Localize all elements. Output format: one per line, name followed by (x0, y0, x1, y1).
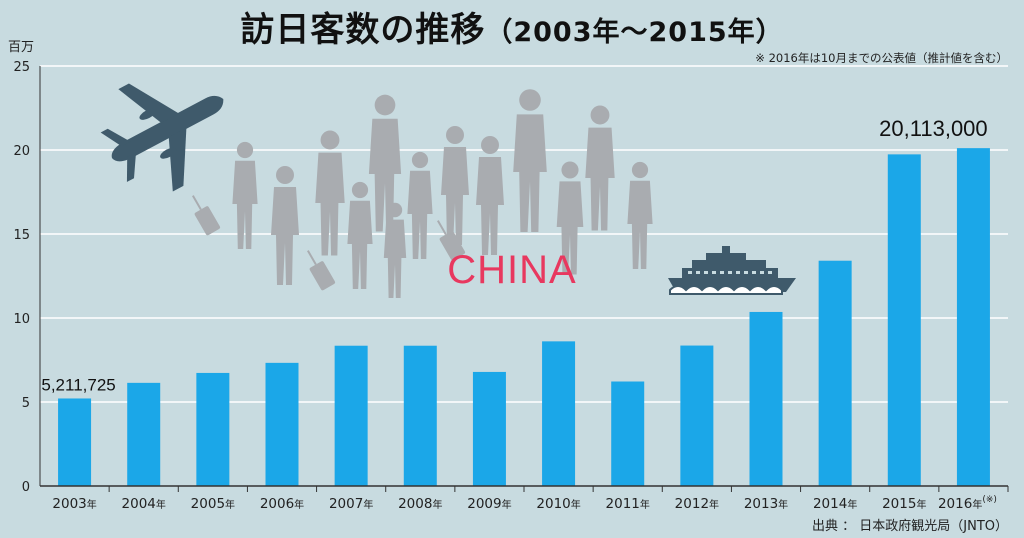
x-tick-label: 2007年 (329, 496, 373, 512)
footnote: ※ 2016年は10月までの公表値（推計値を含む） (755, 51, 1008, 65)
person-head (320, 130, 340, 150)
person-head (446, 126, 464, 144)
y-tick-label: 25 (13, 60, 30, 75)
person-silhouette (347, 181, 373, 289)
person-body (627, 180, 653, 269)
person-body (315, 152, 345, 256)
person-head (276, 166, 294, 184)
data-label: 20,113,000 (879, 116, 987, 141)
person-body (347, 200, 373, 289)
bar (334, 345, 368, 486)
y-axis-unit: 百万 (8, 40, 35, 55)
person-silhouette (585, 105, 615, 231)
suitcase-body (439, 231, 466, 261)
x-tick-label: 2004年 (122, 496, 166, 512)
bar (196, 372, 230, 486)
axes: 0 5 10 15 20 25 2003年 2004年 2005年 2006年 2007年 2008年… (13, 60, 1009, 512)
person-silhouette (556, 161, 584, 275)
chart-title-main: 訪日客数の推移 (240, 10, 486, 50)
x-tick-label: 2015年 (882, 496, 926, 512)
cruise-ship-icon (668, 246, 796, 295)
bar (127, 382, 161, 486)
person-body (271, 187, 299, 285)
person-head (481, 136, 499, 154)
bar (58, 398, 92, 486)
person-body (513, 114, 547, 232)
person-head (561, 161, 579, 179)
person-head (411, 151, 429, 169)
illustration: CHINA (100, 83, 796, 298)
x-tick-label: 2016年(※) (938, 495, 997, 512)
person-silhouette (232, 141, 258, 249)
bar (818, 260, 852, 486)
y-tick-label: 10 (13, 312, 30, 327)
person-body (476, 157, 504, 255)
y-tick-label: 20 (13, 144, 30, 159)
airplane-icon (100, 83, 224, 192)
people-silhouettes (192, 89, 653, 298)
bar (611, 381, 645, 486)
person-body (368, 118, 402, 232)
x-tick-label: 2010年 (536, 496, 580, 512)
bar (680, 345, 714, 486)
x-tick-label: 2009年 (467, 496, 511, 512)
person-head (351, 181, 369, 199)
person-body (556, 181, 584, 275)
bar (749, 311, 783, 486)
person-silhouette (368, 94, 402, 232)
person-body (407, 170, 433, 259)
data-label: 5,211,725 (41, 375, 115, 394)
person-body (232, 160, 258, 249)
suitcase-handle (192, 195, 202, 210)
y-tick-label: 5 (22, 396, 30, 411)
y-tick-label: 15 (13, 228, 30, 243)
suitcase-icon (437, 220, 466, 261)
person-silhouette (315, 130, 345, 256)
person-head (519, 89, 541, 111)
suitcase-body (194, 206, 221, 236)
bar (542, 341, 576, 486)
person-body (441, 147, 469, 245)
x-tick-label: 2003年 (52, 496, 96, 512)
person-body (383, 219, 407, 298)
source-credit: 出典 ： 日本政府観光局（JNTO） (812, 519, 1008, 534)
x-tick-label: 2011年 (606, 496, 650, 512)
china-label: CHINA (447, 248, 576, 292)
x-tick-label: 2005年 (191, 496, 235, 512)
bar (887, 154, 921, 487)
person-silhouette (476, 136, 504, 255)
person-head (374, 94, 396, 116)
bar (403, 345, 437, 486)
person-silhouette (407, 151, 433, 259)
suitcase-handle (437, 220, 447, 235)
chart-title: 訪日客数の推移（2003年〜2015年） (0, 2, 1024, 51)
person-body (585, 127, 615, 231)
x-tick-label: 2013年 (744, 496, 788, 512)
data-labels: 5,211,725 20,113,000 (41, 116, 987, 394)
person-head (631, 161, 649, 179)
x-tick-label: 2008年 (398, 496, 442, 512)
y-tick-label: 0 (22, 480, 30, 495)
bar (956, 148, 990, 487)
chart-title-period: （2003年〜2015年） (485, 17, 784, 48)
suitcase-body (309, 261, 336, 291)
bar-series (58, 148, 990, 487)
suitcase-handle (307, 250, 317, 265)
person-head (236, 141, 254, 159)
person-silhouette (271, 166, 299, 285)
x-tick-label: 2012年 (675, 496, 719, 512)
x-tick-label: 2006年 (260, 496, 304, 512)
bar (472, 371, 506, 486)
x-tick-label: 2014年 (813, 496, 857, 512)
bar (265, 362, 299, 486)
person-silhouette (627, 161, 653, 269)
suitcase-icon (307, 250, 336, 291)
person-silhouette (441, 126, 469, 245)
person-silhouette (513, 89, 547, 232)
suitcase-icon (192, 195, 221, 236)
person-head (590, 105, 610, 125)
